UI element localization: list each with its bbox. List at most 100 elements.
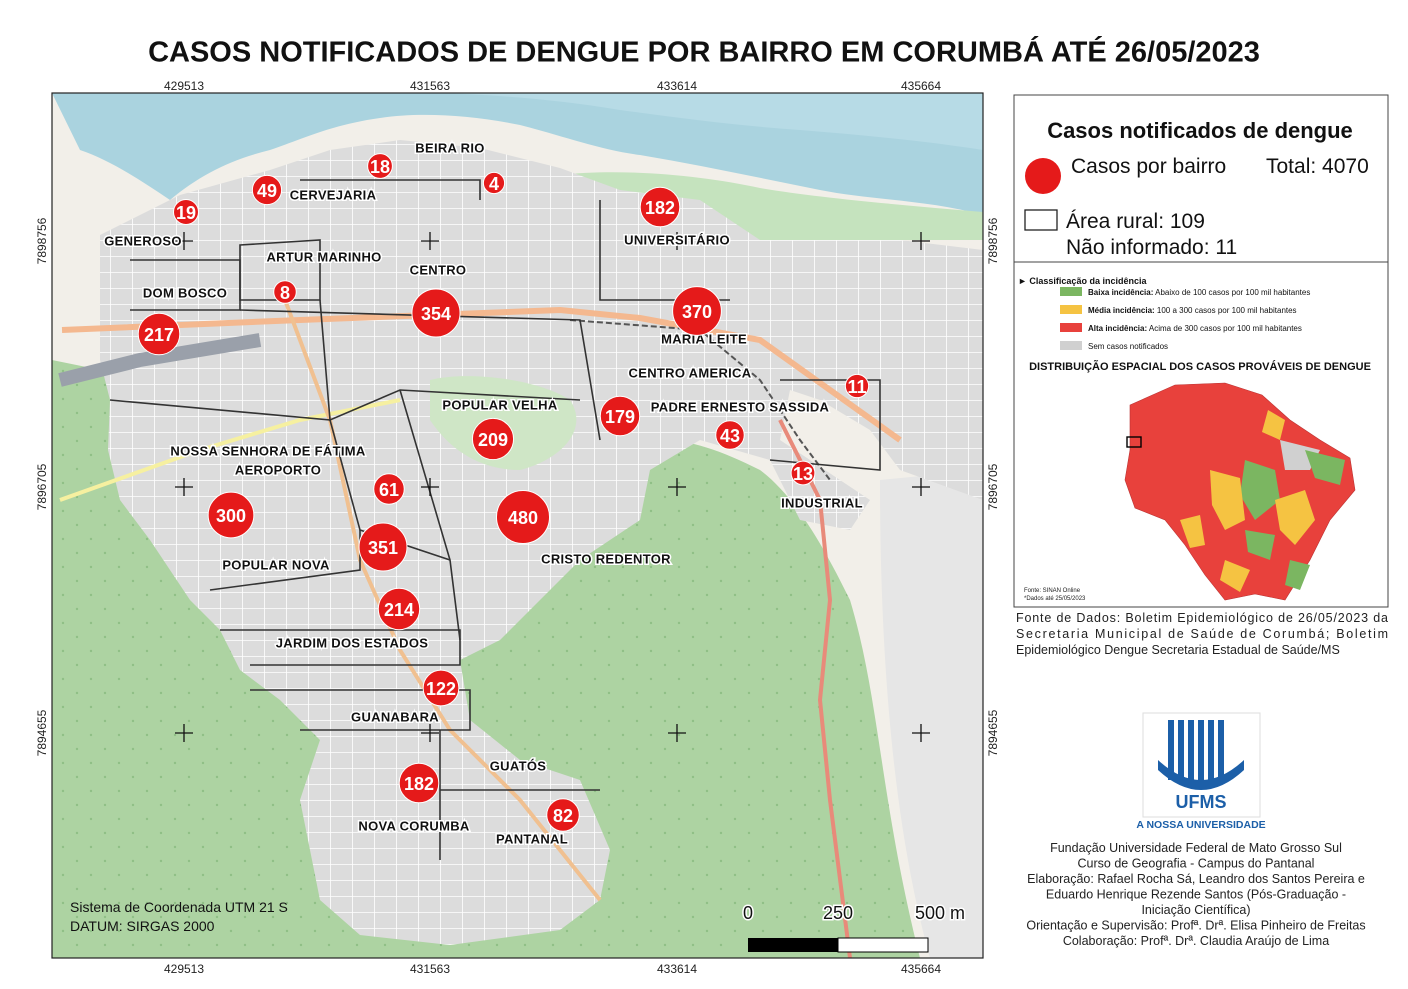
legend-unknown: Não informado: 11: [1066, 236, 1237, 259]
case-count: 122: [426, 679, 456, 699]
case-count: 11: [847, 377, 866, 397]
case-count: 4: [489, 174, 499, 194]
credit-line: Orientação e Supervisão: Profª. Drª. Eli…: [1026, 919, 1365, 933]
inset-map: [1124, 382, 1356, 601]
case-count: 18: [370, 157, 390, 177]
avenue: [61, 306, 902, 443]
case-bubble: [358, 522, 408, 572]
title: CASOS NOTIFICADOS DE DENGUE POR BAIRRO E…: [148, 35, 1260, 69]
case-count: 370: [682, 302, 712, 322]
grid-cross: [421, 478, 439, 496]
case-bubble: [411, 288, 461, 338]
neighborhood-label: NOSSA SENHORA DE FÁTIMA: [170, 443, 365, 458]
case-count: 351: [368, 538, 398, 558]
class-label: Média incidência: 100 a 300 casos por 10…: [1088, 306, 1297, 315]
case-bubbles: 18 4 49 19 182 8 354 370 217 11 179 209 43 13 61 300 480…: [137, 153, 870, 832]
legend-bubble: [1025, 158, 1061, 194]
grid-cross: [668, 478, 686, 496]
case-bubble: [367, 153, 393, 179]
legend-total: Total: 4070: [1266, 155, 1369, 178]
credit-line: Iniciação Científica): [1141, 903, 1250, 917]
class-swatch: [1060, 323, 1082, 332]
logo-slogan: A NOSSA UNIVERSIDADE: [1136, 819, 1265, 831]
case-count: 82: [553, 806, 573, 826]
neighborhood-label: CERVEJARIA: [290, 187, 377, 202]
coordinate-system: Sistema de Coordenada UTM 21 S: [70, 899, 288, 915]
case-count: 61: [379, 480, 399, 500]
case-bubble: [790, 460, 816, 486]
river-bank: [52, 93, 983, 150]
case-count: 354: [421, 304, 451, 324]
grid-cross: [421, 724, 439, 742]
case-count: 19: [176, 203, 196, 223]
case-bubble: [471, 417, 515, 461]
runway: [58, 333, 262, 387]
case-count: 13: [793, 464, 813, 484]
neighborhood-label: CENTRO AMERICA: [629, 365, 752, 380]
inset-title: DISTRIBUIÇÃO ESPACIAL DOS CASOS PROVÁVEI…: [1029, 360, 1371, 373]
railway: [569, 319, 831, 481]
datum: DATUM: SIRGAS 2000: [70, 918, 215, 934]
case-bubble: [373, 473, 405, 505]
case-count: 179: [605, 407, 635, 427]
neighborhood-label: PADRE ERNESTO SASSIDA: [651, 399, 830, 414]
case-bubble: [422, 669, 460, 707]
y-coordinate: 7896705: [35, 463, 49, 510]
x-coordinate: 429513: [164, 79, 204, 93]
x-coordinate: 435664: [901, 79, 941, 93]
scale-label: 0: [743, 903, 753, 923]
case-count: 43: [720, 426, 740, 446]
class-description: Acima de 300 casos por 100 mil habitante…: [1147, 324, 1302, 333]
neighborhood-label: UNIVERSITÁRIO: [624, 232, 730, 247]
case-bubble: [251, 174, 283, 206]
neighborhood-label: NOVA CORUMBA: [358, 818, 470, 833]
class-label: Baixa incidência: Abaixo de 100 casos po…: [1088, 288, 1310, 297]
neighborhood-labels: BEIRA RIO CERVEJARIA GENEROSO ARTUR MARINHO…: [103, 139, 864, 848]
neighborhood-label: GENEROSO: [104, 233, 182, 248]
scale-bar: [837, 937, 929, 953]
credit-line: Colaboração: Profª. Drª. Claudia Araújo …: [1063, 934, 1329, 948]
class-name: Média incidência:: [1088, 306, 1155, 315]
grid-cross: [175, 232, 193, 250]
case-bubble: [137, 312, 181, 356]
y-coordinate: 7894655: [986, 709, 1000, 756]
logo: UFMS A NOSSA UNIVERSIDADE: [1136, 712, 1266, 831]
case-count: 214: [384, 600, 414, 620]
x-coordinate: 433614: [657, 79, 697, 93]
legend-label: Casos por bairro: [1071, 155, 1226, 178]
case-bubble: [273, 280, 297, 304]
x-coordinate: 431563: [410, 962, 450, 976]
case-count: 182: [645, 198, 675, 218]
scale-label: 500 m: [915, 903, 965, 923]
class-swatch: [1060, 305, 1082, 314]
y-coordinate: 7898756: [986, 217, 1000, 264]
grid-cross: [421, 232, 439, 250]
neighborhood-label: CENTRO: [410, 262, 467, 277]
case-bubble: [844, 373, 870, 399]
y-coordinate: 7894655: [35, 709, 49, 756]
class-name: Baixa incidência:: [1088, 288, 1153, 297]
grid-cross: [912, 478, 930, 496]
neighborhood-label: MARIA LEITE: [661, 331, 747, 346]
scale-label: 250: [823, 903, 853, 923]
class-description: Sem casos notificados: [1088, 342, 1168, 351]
grid-cross: [912, 232, 930, 250]
class-description: 100 a 300 casos por 100 mil habitantes: [1155, 306, 1297, 315]
legend-title: Casos notificados de dengue: [1047, 118, 1353, 143]
class-label: Sem casos notificados: [1088, 342, 1168, 351]
x-coordinate: 433614: [657, 962, 697, 976]
class-swatch: [1060, 341, 1082, 350]
map-frame: [51, 92, 984, 959]
neighborhood-label: BEIRA RIO: [415, 140, 484, 155]
inset-legend: Baixa incidência: Abaixo de 100 casos po…: [1060, 287, 1310, 351]
neighborhood-label: JARDIM DOS ESTADOS: [276, 635, 429, 650]
data-source: Epidemiológico Dengue Secretaria Estadua…: [1016, 643, 1340, 657]
logo-name: UFMS: [1176, 792, 1227, 812]
inset-heading: ► Classificação da incidência: [1018, 276, 1147, 286]
credits: Fundação Universidade Federal de Mato Gr…: [1026, 841, 1365, 948]
credit-line: Curso de Geografia - Campus do Pantanal: [1078, 857, 1315, 871]
class-swatch: [1060, 287, 1082, 296]
case-bubble: [546, 798, 580, 832]
legend-rural: Área rural: 109: [1066, 210, 1205, 233]
